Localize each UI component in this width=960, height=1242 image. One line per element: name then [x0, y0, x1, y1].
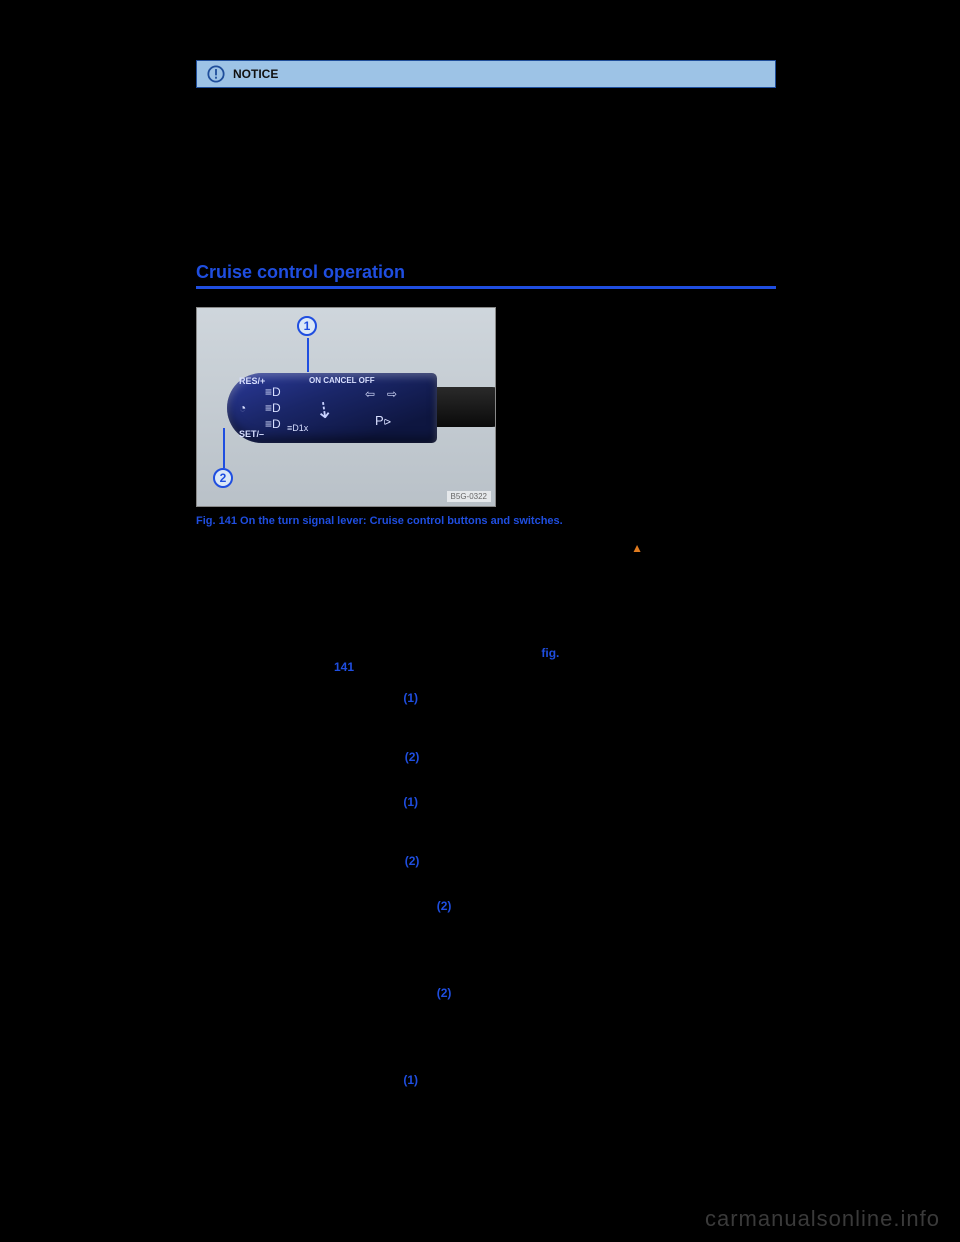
cell-action: System is switched off. The stored speed… [588, 1065, 776, 1110]
cell-function: Decreasing the set speed (while cruise c… [197, 978, 324, 1065]
p-label: P [375, 413, 384, 428]
col-action: Action [588, 638, 776, 683]
cell-position: Briefly push button (2) RES/+ to increas… [323, 891, 587, 978]
cruise-operations-table: Function Switch position, switch operati… [196, 637, 776, 1110]
pos-pre: Briefly push button [334, 986, 437, 1000]
warning-triangle-icon: ▲ [631, 541, 643, 555]
pos-ref: (1) [403, 1073, 418, 1087]
col-position: Switch position, switch operation ⇒ fig.… [323, 638, 587, 683]
lever-arrow-icon: ⇣ [313, 397, 335, 425]
figure-cruise-lever: RES/+ SET/– ON CANCEL OFF ◔ ≡D ≡D ≡D ≡D1… [196, 307, 496, 507]
table-row: Temporarily switching off cruise control… [197, 787, 776, 846]
pos-ref: (2) [437, 899, 452, 913]
intro-text: Please first read and note the introduct… [196, 541, 624, 555]
callout-1: 1 [297, 316, 317, 336]
lever-label-set: SET/– [239, 429, 264, 439]
pos-pre: Press button [334, 750, 405, 764]
watermark: carmanualsonline.info [705, 1206, 940, 1232]
cell-action: Cruise control is temporarily deactivate… [588, 787, 776, 846]
section-title: Cruise control operation [196, 262, 776, 289]
high-beam-icon: ≡D [265, 385, 281, 399]
table-row: Decreasing the set speed (while cruise c… [197, 978, 776, 1065]
cell-position: Move switch (1) to the OFF position. [323, 1065, 587, 1110]
cell-position: Press button (2) SET/−. [323, 742, 587, 787]
pos-post: to the OFF position. [418, 1073, 527, 1087]
page: NOTICE To avoid unintentional cruise con… [0, 0, 960, 1242]
figure-caption: Fig. 141 On the turn signal lever: Cruis… [196, 515, 776, 527]
cell-function: Activating cruise control. [197, 742, 324, 787]
cell-position: Move switch (1) to the ON position. [323, 683, 587, 742]
notice-bar: NOTICE [196, 60, 776, 88]
pos-ref: (1) [403, 691, 418, 705]
image-tag: B5G-0322 [447, 491, 491, 502]
cell-action: Vehicle accelerates actively until it re… [588, 891, 776, 978]
cell-position: Briefly push button (2) SET/− to decreas… [323, 978, 587, 1065]
table-row: Resuming cruise control.Press button (2)… [197, 846, 776, 891]
pos-pre: Press button [334, 854, 405, 868]
speedometer-icon: ◔ [239, 401, 246, 415]
pos-pre: Briefly push button [334, 899, 437, 913]
lever-label-oncanceloff: ON CANCEL OFF [309, 376, 375, 385]
col-position-pre: Switch position, switch operation ⇒ [334, 646, 541, 660]
table-row: Activating cruise control.Press button (… [197, 742, 776, 787]
pos-ref: (1) [403, 795, 418, 809]
intro-warning-line: Please first read and note the introduct… [196, 541, 776, 555]
pos-post: SET/−. [419, 750, 459, 764]
pos-ref: (2) [405, 854, 420, 868]
cell-position: Press button (2) RES/+. [323, 846, 587, 891]
notice-label: NOTICE [233, 67, 278, 81]
content-column: NOTICE To avoid unintentional cruise con… [196, 0, 776, 1110]
pos-ref: (2) [405, 750, 420, 764]
pos-ref: (2) [437, 986, 452, 1000]
units-note: The set speed may be displayed in mph (m… [196, 589, 776, 617]
cell-action: The current speed is stored and maintain… [588, 742, 776, 787]
table-row: Increasing the set speed (while cruise c… [197, 891, 776, 978]
turn-right-icon: ⇨ [387, 387, 397, 401]
cell-function: Temporarily switching off cruise control… [197, 787, 324, 846]
cell-function: Switching cruise control off. [197, 1065, 324, 1110]
lever-assembly: RES/+ SET/– ON CANCEL OFF ◔ ≡D ≡D ≡D ≡D1… [217, 363, 496, 453]
table-row: Switching cruise control on.Move switch … [197, 683, 776, 742]
fog-beam-icon: ≡D [265, 417, 281, 431]
flash-1x-icon: ≡D1x [287, 423, 308, 433]
pos-post: RES/+. [419, 854, 461, 868]
cell-action: System is switched on. No speed has been… [588, 683, 776, 742]
lever-label-res: RES/+ [239, 376, 265, 386]
cell-function: Switching cruise control on. [197, 683, 324, 742]
cell-position: Move switch (1) to CANCEL, OR step on th… [323, 787, 587, 846]
low-beam-icon: ≡D [265, 401, 281, 415]
cell-action: Stored speed is resumed and maintained. [588, 846, 776, 891]
pos-pre: Move switch [334, 1073, 403, 1087]
notice-exclamation-icon [207, 65, 225, 83]
callout-2-line [223, 428, 225, 468]
cell-function: Resuming cruise control. [197, 846, 324, 891]
pos-pre: Move switch [334, 795, 403, 809]
callout-2: 2 [213, 468, 233, 488]
cell-action: Speed is reduced by easing off the accel… [588, 978, 776, 1065]
parking-light-icon: P⪧ [375, 413, 391, 429]
table-row: Switching cruise control off.Move switch… [197, 1065, 776, 1110]
turn-left-icon: ⇦ [365, 387, 375, 401]
col-function: Function [197, 638, 324, 683]
cell-function: Increasing the set speed (while cruise c… [197, 891, 324, 978]
callout-1-line [307, 338, 309, 372]
operations-table: Function Switch position, switch operati… [196, 637, 776, 1110]
notice-body: To avoid unintentional cruise control en… [196, 96, 776, 132]
pos-pre: Move switch [334, 691, 403, 705]
pos-post: to the ON position. [418, 691, 521, 705]
